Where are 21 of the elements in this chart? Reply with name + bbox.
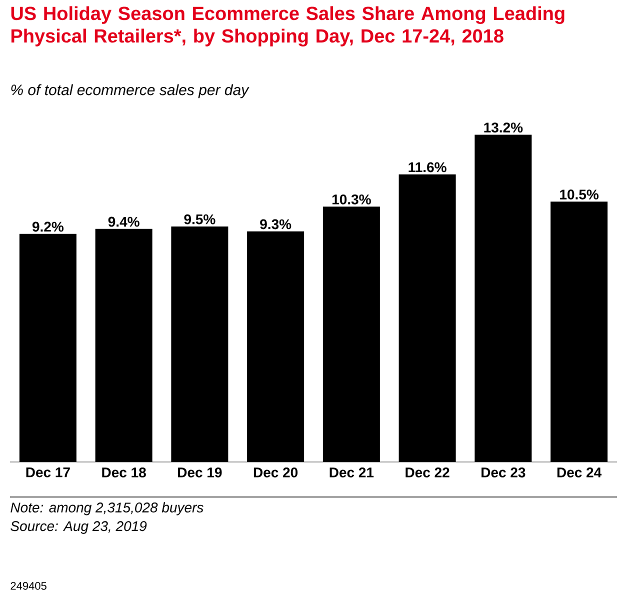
data-label: 9.2%: [32, 222, 64, 232]
data-label: 9.5%: [184, 214, 216, 224]
x-tick-label: Dec 22: [406, 468, 450, 478]
data-label: 9.4%: [108, 216, 140, 227]
x-tick-label: Dec 17: [26, 468, 70, 478]
data-label: 11.6%: [408, 162, 446, 172]
text: Note: among 2,315,028 buyers: [10, 502, 204, 516]
data-label: 10.5%: [560, 190, 599, 200]
data-label: 13.2%: [484, 122, 523, 133]
x-tick-label: Dec 23: [482, 468, 526, 478]
x-tick-label: Dec 18: [102, 468, 146, 478]
source-note: Source: Aug 23, 2019: [10, 521, 147, 534]
data-label: 10.3%: [332, 194, 371, 204]
text: 249405: [10, 582, 46, 590]
x-tick-label: Dec 21: [330, 468, 374, 478]
x-tick-label: Dec 19: [178, 468, 222, 478]
x-tick-label: Dec 20: [254, 468, 298, 478]
data-label: 9.3%: [260, 219, 292, 230]
chart-subtitle: % of total ecommerce sales per day: [11, 84, 250, 98]
chart-title: US Holiday Season Ecommerce Sales Share Among Leading Physical Retailers*, by Shopping Day, Dec 17-24, 2018: [11, 6, 564, 46]
x-tick-label: Dec 24: [557, 468, 602, 478]
